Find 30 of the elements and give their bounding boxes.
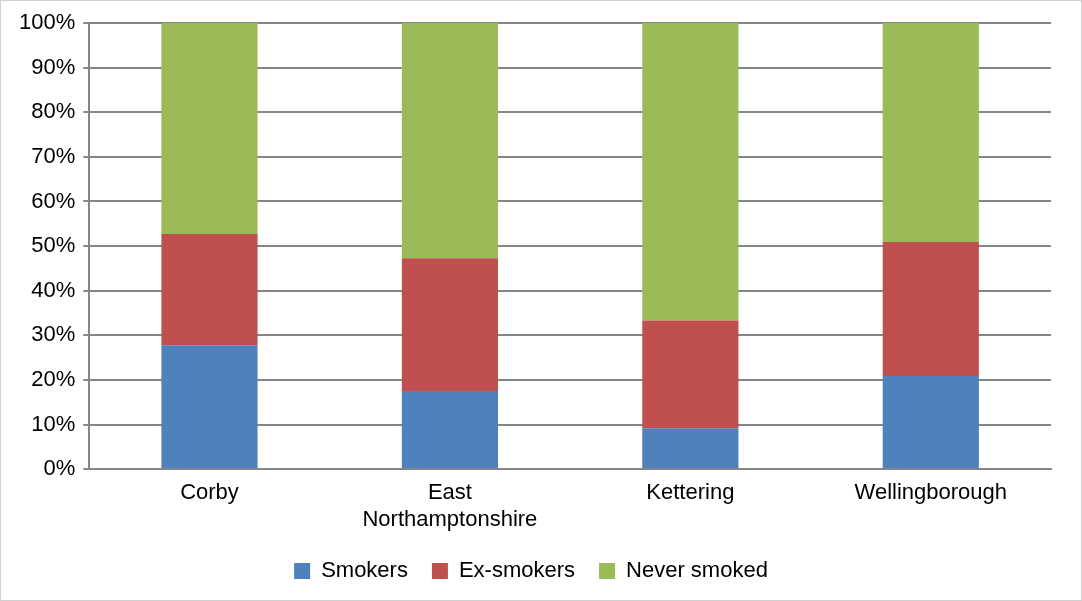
bar	[401, 258, 498, 392]
y-tick-label: 80%	[31, 98, 76, 124]
bar	[882, 375, 979, 469]
bar	[642, 428, 739, 469]
bar	[161, 23, 258, 235]
x-tick-label: East Northamptonshire	[362, 479, 538, 531]
y-tick-label: 90%	[31, 53, 76, 79]
y-tick-label: 70%	[31, 142, 76, 168]
y-tick-label: 40%	[31, 276, 76, 302]
bar	[642, 320, 739, 429]
y-tick-label: 20%	[31, 366, 76, 392]
bar	[882, 242, 979, 376]
y-tick-label: 10%	[31, 410, 76, 436]
bar	[401, 23, 498, 259]
bar	[161, 345, 258, 469]
bar	[161, 234, 258, 346]
legend-label: Never smoked	[626, 557, 768, 583]
x-tick-label: Corby	[180, 479, 239, 505]
legend-label: Ex-smokers	[458, 557, 576, 583]
y-tick-label: 50%	[31, 232, 76, 258]
x-tick-label: Kettering	[646, 479, 735, 505]
bar	[401, 391, 498, 469]
bar	[642, 23, 739, 321]
legend-label: Smokers	[321, 557, 408, 583]
y-tick-label: 0%	[43, 455, 76, 481]
x-tick-label: Wellingborough	[854, 479, 1008, 505]
y-tick-label: 100%	[18, 9, 76, 35]
y-tick-label: 60%	[31, 187, 76, 213]
bar	[882, 23, 979, 243]
y-tick-label: 30%	[31, 321, 76, 347]
